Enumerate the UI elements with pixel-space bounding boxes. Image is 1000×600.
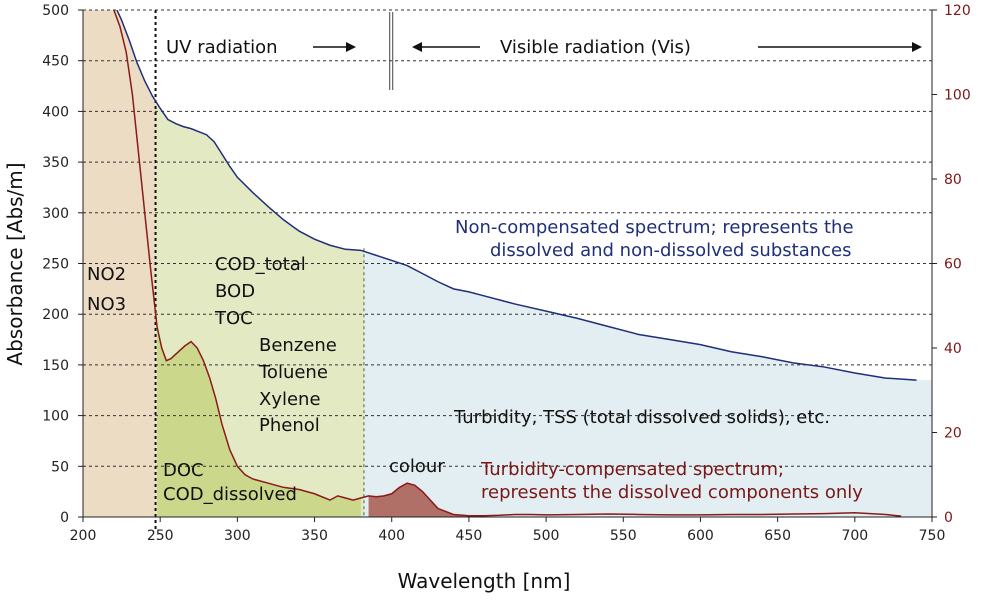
right-tick-label: 100	[944, 88, 971, 104]
x-axis-title: Wavelength [nm]	[398, 569, 571, 593]
non-compensated-spectrum-line	[116, 10, 917, 381]
uv-arrow	[313, 42, 356, 52]
right-tick-label: 40	[944, 341, 962, 357]
left-tick-label: 350	[42, 155, 69, 171]
uv-radiation-label: UV radiation	[166, 37, 278, 58]
visible-radiation-label: Visible radiation (Vis)	[500, 37, 691, 58]
x-tick-label: 500	[533, 528, 560, 544]
compensated-label-line1: Turbidity-compensated spectrum;	[480, 459, 784, 480]
left-tick-label: 300	[42, 206, 69, 222]
turbidity-label: Turbidity, TSS (total dissolved solids),…	[453, 407, 830, 428]
right-y-axis-ticks: 0 20 40 60 80 100 120	[932, 3, 971, 526]
visible-right-arrow	[758, 42, 922, 52]
compensated-label-line2: represents the dissolved components only	[481, 482, 863, 503]
x-tick-label: 750	[919, 528, 946, 544]
cod-dissolved-label: COD_dissolved	[163, 484, 297, 505]
x-tick-label: 700	[841, 528, 868, 544]
compensated-spectrum-line	[113, 10, 902, 517]
right-tick-label: 60	[944, 257, 962, 273]
x-tick-label: 200	[70, 528, 97, 544]
no3-label: NO3	[87, 294, 126, 315]
left-tick-label: 0	[60, 510, 69, 526]
non-compensated-label-line2: dissolved and non-dissolved substances	[490, 240, 852, 261]
cod-total-label: COD_total	[215, 254, 306, 275]
right-tick-label: 120	[944, 3, 971, 19]
no2-label: NO2	[87, 264, 126, 285]
x-tick-label: 350	[301, 528, 328, 544]
x-tick-label: 450	[456, 528, 483, 544]
x-axis-ticks: 200 250 300 350 400 450 500 550 600 650 700 750	[70, 517, 946, 544]
left-y-axis-ticks: 0 50 100 150 200 250 300 350 400 450 500	[42, 3, 83, 526]
x-tick-label: 600	[687, 528, 714, 544]
x-tick-label: 250	[147, 528, 174, 544]
left-tick-label: 50	[51, 459, 69, 475]
left-tick-label: 500	[42, 3, 69, 19]
left-tick-label: 250	[42, 257, 69, 273]
x-tick-label: 300	[224, 528, 251, 544]
right-tick-label: 20	[944, 426, 962, 442]
x-tick-label: 650	[764, 528, 791, 544]
left-tick-label: 200	[42, 307, 69, 323]
non-compensated-label-line1: Non-compensated spectrum; represents the	[455, 217, 854, 238]
toluene-label: Toluene	[258, 362, 328, 383]
phenol-label: Phenol	[259, 415, 320, 436]
colour-label: colour	[389, 456, 445, 477]
right-tick-label: 0	[944, 510, 953, 526]
left-tick-label: 400	[42, 104, 69, 120]
colour-peak-fill	[368, 483, 485, 517]
left-tick-label: 100	[42, 409, 69, 425]
right-tick-label: 80	[944, 172, 962, 188]
y-axis-title: Absorbance [Abs/m]	[3, 162, 27, 365]
visible-left-arrow	[412, 42, 480, 52]
left-tick-label: 150	[42, 358, 69, 374]
benzene-label: Benzene	[259, 335, 337, 356]
bod-label: BOD	[215, 281, 255, 302]
doc-label: DOC	[163, 460, 204, 481]
x-tick-label: 400	[378, 528, 405, 544]
left-tick-label: 450	[42, 54, 69, 70]
toc-label: TOC	[214, 308, 253, 329]
region-above-curve-mask	[83, 10, 932, 381]
xylene-label: Xylene	[259, 389, 321, 410]
x-tick-label: 550	[610, 528, 637, 544]
